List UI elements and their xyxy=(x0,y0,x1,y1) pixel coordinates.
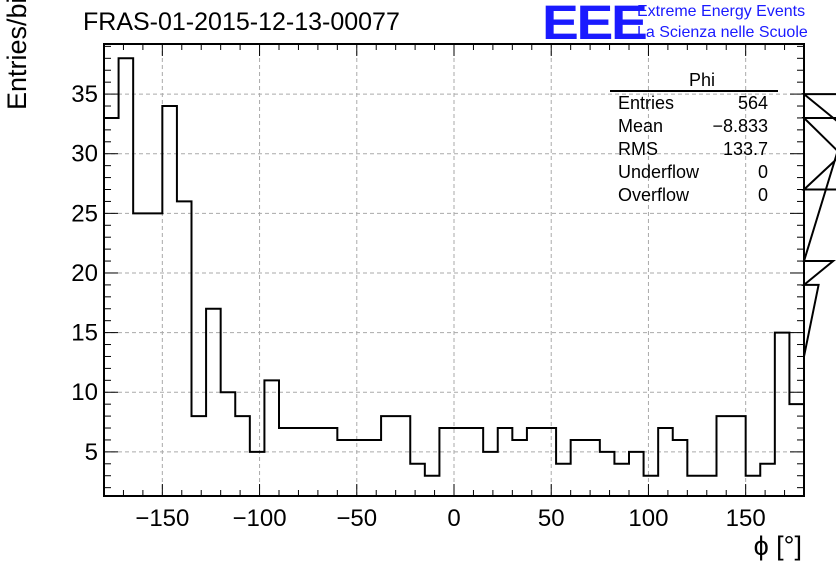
histogram-bin xyxy=(206,309,221,496)
histogram-bin xyxy=(760,464,775,496)
histogram-bin xyxy=(148,213,163,496)
stats-row-mean: Mean −8.833 xyxy=(610,115,778,138)
histogram-bin xyxy=(104,118,119,496)
histogram-bin xyxy=(731,416,746,496)
histogram-bin xyxy=(469,428,484,496)
histogram-bin xyxy=(789,404,804,496)
y-tick-label: 15 xyxy=(71,320,98,347)
histogram-bin xyxy=(250,452,265,496)
histogram-bin xyxy=(352,440,367,496)
x-axis-label: ϕ [°] xyxy=(753,531,802,561)
histogram-bin xyxy=(221,392,236,496)
histogram-bin xyxy=(439,428,454,496)
y-tick-label: 5 xyxy=(85,439,98,466)
histogram-bin xyxy=(702,476,717,496)
stats-value: 133.7 xyxy=(722,139,768,159)
histogram-bin xyxy=(629,452,644,496)
stats-label: Mean xyxy=(618,116,664,136)
y-tick-label: 10 xyxy=(71,379,98,406)
histogram-bin xyxy=(775,333,790,496)
y-axis-label: Entries/bin xyxy=(2,0,32,110)
histogram-bin xyxy=(192,416,207,496)
eee-logo: EEE xyxy=(542,0,648,50)
histogram-bin xyxy=(483,452,498,496)
x-tick-label: 150 xyxy=(726,505,766,532)
histogram-bin xyxy=(162,106,177,496)
histogram-bin xyxy=(600,452,615,496)
plot-title: FRAS-01-2015-12-13-00077 xyxy=(83,8,400,36)
axis-tick-labels: −150 −100 −50 0 50 100 150 5 10 15 20 25 30 35 xyxy=(71,81,765,532)
histogram-bin xyxy=(235,416,250,496)
x-tick-label: 50 xyxy=(538,505,565,532)
histogram-bin xyxy=(133,213,148,496)
stats-box: Phi Entries 564 Mean −8.833 RMS 133.7 Un… xyxy=(610,70,778,207)
stats-row-overflow: Overflow 0 xyxy=(610,184,778,207)
histogram-bin xyxy=(717,416,732,496)
histogram-bin xyxy=(614,464,629,496)
stats-row-underflow: Underflow 0 xyxy=(610,161,778,184)
stats-row-rms: RMS 133.7 xyxy=(610,138,778,161)
stats-row-entries: Entries 564 xyxy=(610,92,778,115)
stats-value: 0 xyxy=(757,185,768,205)
histogram-bin xyxy=(119,58,134,496)
histogram-bin xyxy=(658,428,673,496)
histogram-bin xyxy=(556,464,571,496)
histogram-bin xyxy=(585,440,600,496)
histogram-bin xyxy=(323,428,338,496)
histogram-bin xyxy=(454,428,469,496)
histogram-bin xyxy=(512,440,527,496)
stats-label: Entries xyxy=(618,93,675,113)
histogram-bin xyxy=(294,428,309,496)
x-tick-label: −150 xyxy=(135,505,189,532)
histogram-bin xyxy=(308,428,323,496)
x-tick-label: 100 xyxy=(628,505,668,532)
stats-value: 0 xyxy=(757,162,768,182)
x-tick-label: 0 xyxy=(447,505,460,532)
y-tick-label: 20 xyxy=(71,260,98,287)
histogram-bin xyxy=(542,428,557,496)
stats-label: RMS xyxy=(618,139,658,159)
histogram-bin xyxy=(410,464,425,496)
histogram-bin xyxy=(527,428,542,496)
logo-line-1: Extreme Energy Events xyxy=(637,3,806,20)
histogram-bin xyxy=(746,476,761,496)
stats-label: Underflow xyxy=(618,162,700,182)
histogram-bin xyxy=(279,428,294,496)
x-tick-label: −50 xyxy=(336,505,377,532)
y-tick-label: 35 xyxy=(71,81,98,108)
histogram-bin xyxy=(571,440,586,496)
grid-lines xyxy=(104,44,804,496)
histogram-bin xyxy=(367,440,382,496)
y-tick-label: 25 xyxy=(71,200,98,227)
histogram-bin xyxy=(337,440,352,496)
stats-value: −8.833 xyxy=(712,116,768,136)
histogram-bin xyxy=(673,440,688,496)
stats-label: Overflow xyxy=(618,185,690,205)
histogram-bin xyxy=(264,380,279,496)
histogram-bin xyxy=(644,476,659,496)
x-tick-label: −100 xyxy=(233,505,287,532)
stats-value: 564 xyxy=(737,93,768,113)
histogram-bin xyxy=(498,428,513,496)
y-tick-label: 30 xyxy=(71,141,98,168)
histogram-bin xyxy=(381,416,396,496)
logo-line-2: La Scienza nelle Scuole xyxy=(637,24,808,41)
axis-ticks xyxy=(103,44,805,496)
histogram-bin xyxy=(396,416,411,496)
histogram-bin xyxy=(687,476,702,496)
histogram-bin xyxy=(425,476,440,496)
stats-title: Phi xyxy=(610,70,778,92)
